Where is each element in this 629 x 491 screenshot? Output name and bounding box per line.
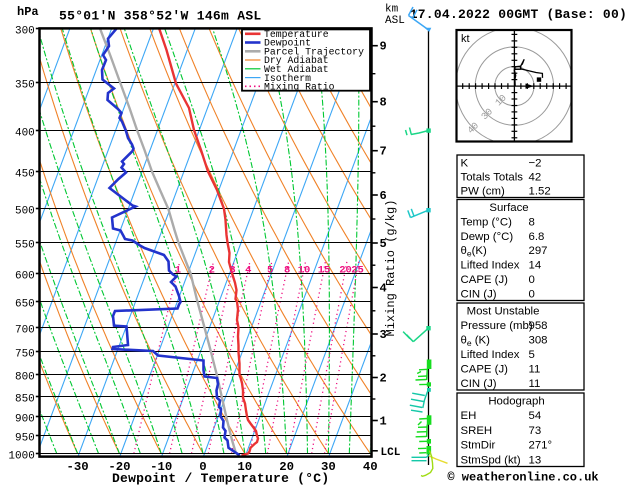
svg-text:−2: −2 xyxy=(529,157,542,169)
svg-text:CAPE (J): CAPE (J) xyxy=(461,363,509,375)
svg-text:LCL: LCL xyxy=(381,447,401,459)
svg-text:1000: 1000 xyxy=(8,450,34,462)
svg-text:8: 8 xyxy=(529,216,535,228)
svg-text:2: 2 xyxy=(209,265,215,277)
svg-text:PW (cm): PW (cm) xyxy=(461,186,505,198)
svg-text:700: 700 xyxy=(15,324,35,336)
svg-text:271°: 271° xyxy=(529,440,553,452)
svg-text:650: 650 xyxy=(15,298,35,310)
svg-text:550: 550 xyxy=(15,239,35,251)
svg-text:Dry Adiabat: Dry Adiabat xyxy=(264,55,329,66)
svg-text:9: 9 xyxy=(380,40,387,54)
svg-text:hPa: hPa xyxy=(17,5,39,19)
svg-text:θe(K): θe(K) xyxy=(461,245,487,259)
svg-text:950: 950 xyxy=(15,432,35,444)
svg-text:6: 6 xyxy=(380,189,387,203)
svg-text:42: 42 xyxy=(529,171,542,183)
svg-text:0: 0 xyxy=(529,274,535,286)
svg-text:km: km xyxy=(385,4,399,16)
svg-text:300: 300 xyxy=(15,25,35,37)
svg-text:SREH: SREH xyxy=(461,425,493,437)
svg-text:450: 450 xyxy=(15,168,35,180)
svg-text:7: 7 xyxy=(380,145,387,159)
svg-text:5: 5 xyxy=(267,265,273,277)
svg-text:3: 3 xyxy=(380,328,387,342)
svg-text:0: 0 xyxy=(199,460,206,474)
svg-text:40: 40 xyxy=(363,460,378,474)
svg-text:500: 500 xyxy=(15,205,35,217)
svg-text:Temp (°C): Temp (°C) xyxy=(461,216,513,228)
svg-text:CIN (J): CIN (J) xyxy=(461,378,497,390)
svg-text:2: 2 xyxy=(380,372,387,386)
svg-text:Lifted Index: Lifted Index xyxy=(461,260,520,272)
svg-text:Wet Adiabat: Wet Adiabat xyxy=(264,64,329,75)
svg-text:© weatheronline.co.uk: © weatheronline.co.uk xyxy=(447,471,598,485)
svg-text:-20: -20 xyxy=(108,460,130,474)
svg-text:900: 900 xyxy=(15,413,35,425)
svg-text:14: 14 xyxy=(529,260,542,272)
svg-text:8: 8 xyxy=(380,96,387,110)
svg-text:StmSpd (kt): StmSpd (kt) xyxy=(461,454,521,466)
svg-text:3: 3 xyxy=(229,265,235,277)
svg-text:1: 1 xyxy=(380,415,387,429)
svg-text:ASL: ASL xyxy=(385,15,405,27)
svg-text:750: 750 xyxy=(15,348,35,360)
svg-text:Isotherm: Isotherm xyxy=(264,73,311,84)
svg-text:-30: -30 xyxy=(67,460,89,474)
svg-text:73: 73 xyxy=(529,425,542,437)
svg-text:54: 54 xyxy=(529,410,542,422)
svg-text:Dewp (°C): Dewp (°C) xyxy=(461,231,514,243)
svg-text:CAPE (J): CAPE (J) xyxy=(461,274,509,286)
svg-text:θe (K): θe (K) xyxy=(461,334,491,348)
svg-text:400: 400 xyxy=(15,127,35,139)
svg-text:11: 11 xyxy=(529,378,541,390)
svg-text:15: 15 xyxy=(318,265,331,277)
svg-text:Dewpoint / Temperature (°C): Dewpoint / Temperature (°C) xyxy=(112,471,329,486)
svg-text:600: 600 xyxy=(15,270,35,282)
svg-text:11: 11 xyxy=(529,363,541,375)
svg-text:Mixing Ratio: Mixing Ratio xyxy=(264,82,335,93)
svg-text:17.04.2022 00GMT (Base: 00): 17.04.2022 00GMT (Base: 00) xyxy=(410,7,627,22)
svg-text:Totals Totals: Totals Totals xyxy=(461,171,524,183)
svg-text:Pressure (mb): Pressure (mb) xyxy=(461,320,533,332)
svg-text:4: 4 xyxy=(245,265,251,277)
svg-text:Mixing Ratio (g/kg): Mixing Ratio (g/kg) xyxy=(384,200,398,337)
svg-text:13: 13 xyxy=(529,454,542,466)
svg-text:958: 958 xyxy=(529,320,548,332)
svg-text:850: 850 xyxy=(15,393,35,405)
svg-text:4: 4 xyxy=(380,282,387,296)
svg-text:55°01'N 358°52'W 146m ASL: 55°01'N 358°52'W 146m ASL xyxy=(59,9,262,24)
svg-text:297: 297 xyxy=(529,245,548,257)
svg-text:K: K xyxy=(461,157,469,169)
svg-text:Dewpoint: Dewpoint xyxy=(264,38,311,49)
svg-text:Most Unstable: Most Unstable xyxy=(467,305,540,317)
svg-text:Parcel Trajectory: Parcel Trajectory xyxy=(264,47,364,58)
svg-text:0: 0 xyxy=(529,289,535,301)
svg-text:EH: EH xyxy=(461,410,477,422)
svg-text:30: 30 xyxy=(321,460,336,474)
svg-text:StmDir: StmDir xyxy=(461,440,496,452)
svg-text:6.8: 6.8 xyxy=(529,231,545,243)
svg-text:Surface: Surface xyxy=(489,202,528,214)
svg-text:Hodograph: Hodograph xyxy=(488,396,544,408)
svg-text:8: 8 xyxy=(284,265,290,277)
svg-text:20: 20 xyxy=(339,265,352,277)
svg-text:1.52: 1.52 xyxy=(529,186,551,198)
svg-text:5: 5 xyxy=(529,349,535,361)
svg-text:CIN (J): CIN (J) xyxy=(461,289,497,301)
svg-text:kt: kt xyxy=(461,33,470,45)
svg-text:10: 10 xyxy=(298,265,311,277)
svg-text:5: 5 xyxy=(380,237,387,251)
svg-text:25: 25 xyxy=(351,265,364,277)
svg-text:10: 10 xyxy=(237,460,252,474)
svg-text:350: 350 xyxy=(15,79,35,91)
svg-text:Lifted Index: Lifted Index xyxy=(461,349,520,361)
svg-text:Temperature: Temperature xyxy=(264,29,329,40)
svg-text:308: 308 xyxy=(529,334,548,346)
svg-text:800: 800 xyxy=(15,371,35,383)
svg-text:20: 20 xyxy=(279,460,294,474)
svg-text:1: 1 xyxy=(175,265,181,277)
svg-text:-10: -10 xyxy=(150,460,172,474)
